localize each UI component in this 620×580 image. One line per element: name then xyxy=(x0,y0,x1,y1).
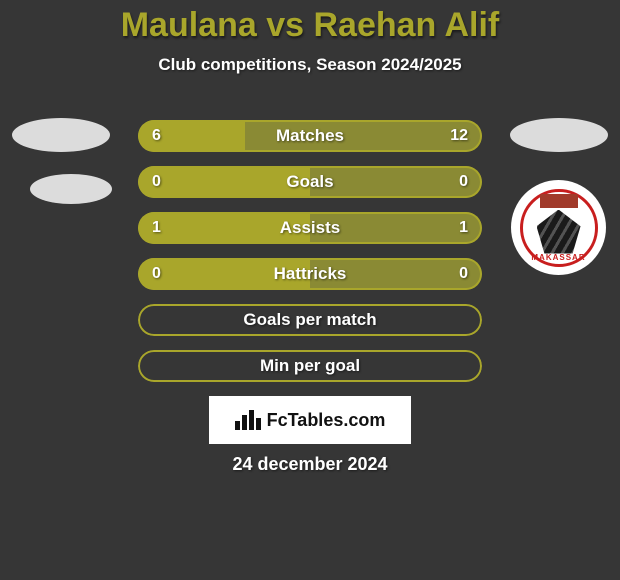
bar-value-left: 0 xyxy=(138,258,175,290)
subtitle: Club competitions, Season 2024/2025 xyxy=(0,55,620,75)
bar-value-right: 0 xyxy=(445,258,482,290)
bar-label: Matches xyxy=(138,120,482,152)
bar-value-left: 6 xyxy=(138,120,175,152)
bar-label: Assists xyxy=(138,212,482,244)
player-left-avatar-1 xyxy=(12,118,110,152)
bar-label: Hattricks xyxy=(138,258,482,290)
bar-value-right: 1 xyxy=(445,212,482,244)
psm-logo-text: MAKASSAR xyxy=(531,253,585,262)
club-right-badge: MAKASSAR xyxy=(511,180,606,275)
psm-logo: MAKASSAR xyxy=(519,188,599,268)
bar-row-goals-per-match: Goals per match xyxy=(138,304,482,336)
comparison-bars: Matches612Goals00Assists11Hattricks00Goa… xyxy=(138,120,482,396)
bar-chart-icon xyxy=(235,410,261,430)
bar-value-left: 1 xyxy=(138,212,175,244)
page-title: Maulana vs Raehan Alif xyxy=(0,0,620,45)
player-left-avatar-2 xyxy=(30,174,112,204)
watermark: FcTables.com xyxy=(209,396,411,444)
bar-row-min-per-goal: Min per goal xyxy=(138,350,482,382)
psm-logo-wall xyxy=(540,194,578,208)
bar-value-right: 0 xyxy=(445,166,482,198)
bar-label: Goals per match xyxy=(138,304,482,336)
watermark-text: FcTables.com xyxy=(267,410,386,431)
bar-row-hattricks: Hattricks0 0 xyxy=(138,258,482,290)
date-label: 24 december 2024 xyxy=(0,454,620,475)
bar-row-goals: Goals0 0 xyxy=(138,166,482,198)
bar-row-matches: Matches6 12 xyxy=(138,120,482,152)
bar-value-left: 0 xyxy=(138,166,175,198)
bar-row-assists: Assists1 1 xyxy=(138,212,482,244)
bar-label: Min per goal xyxy=(138,350,482,382)
player-right-avatar-1 xyxy=(510,118,608,152)
bar-value-right: 12 xyxy=(436,120,482,152)
bar-label: Goals xyxy=(138,166,482,198)
